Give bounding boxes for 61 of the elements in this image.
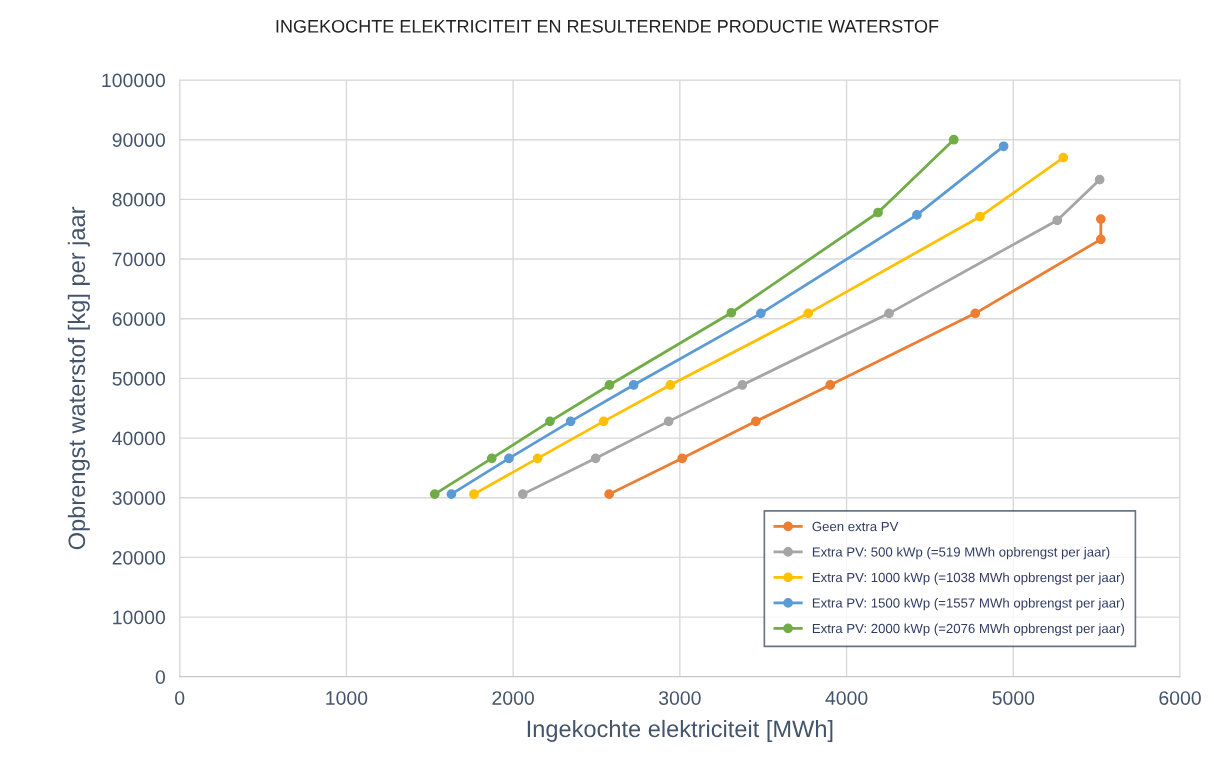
point [665,380,676,390]
point [517,489,528,500]
y-tick-label: 60000 [112,312,166,326]
point [948,134,959,145]
x-tick-label: 1000 [326,691,368,705]
y-tick-label: 0 [155,670,166,684]
y-tick-label: 70000 [112,252,166,267]
y-tick-label: 80000 [112,192,166,207]
point [565,416,576,427]
x-tick-label: 4000 [825,691,868,705]
y-axis-title: Opbrengst waterstof [kg] per jaar [67,206,90,550]
x-tick-label: 5000 [992,691,1035,705]
point [1058,152,1069,163]
point [628,380,639,390]
point [975,211,985,222]
x-axis-title: Ingekochte elektriciteit [MWh] [527,719,833,742]
x-tick-label: 3000 [658,691,701,705]
point [751,416,761,427]
point [756,308,766,319]
legend-label: Extra PV: 500 kWp (=519 MWh opbrengst per jaar) [812,546,1110,560]
point [1095,214,1106,224]
point [912,210,922,220]
point [873,207,883,218]
point [545,416,555,427]
point [469,489,479,500]
chart-title: INGEKOCHTE ELEKTRICITEIT EN RESULTERENDE PRODUCTIE WATERSTOF [276,19,939,33]
y-tick-label: 40000 [112,431,166,446]
point [803,308,814,319]
x-tick-label: 6000 [1159,691,1201,705]
y-tick-label: 100000 [102,73,166,88]
legend-label: Extra PV: 1500 kWp (=1557 MWh opbrengst per jaar) [812,597,1125,611]
point [604,380,615,390]
y-tick-label: 20000 [112,550,166,565]
point [726,307,737,318]
point [1095,234,1106,245]
x-tick-label: 2000 [492,691,534,705]
point [486,453,497,464]
y-tick-label: 90000 [112,133,166,147]
y-tick-label: 10000 [113,610,166,625]
point [825,380,836,390]
point [998,141,1009,152]
point [598,416,609,427]
legend-label: Extra PV: 1000 kWp (=1038 MWh opbrengst per jaar) [812,572,1125,585]
point [663,416,674,427]
point [504,453,514,464]
point [446,489,457,500]
point [590,453,601,464]
point [1052,215,1063,226]
point [604,489,615,500]
point [1094,174,1105,185]
point [884,308,894,319]
point [532,453,543,464]
y-tick-label: 50000 [112,371,166,386]
y-tick-label: 30000 [112,491,166,505]
point [737,380,748,390]
point [970,308,981,319]
point [429,489,440,500]
legend-label: Extra PV: 2000 kWp (=2076 MWh opbrengst per jaar) [812,623,1125,636]
x-tick-label: 0 [175,691,185,705]
point [677,453,688,464]
legend-label: Geen extra PV [812,521,899,532]
